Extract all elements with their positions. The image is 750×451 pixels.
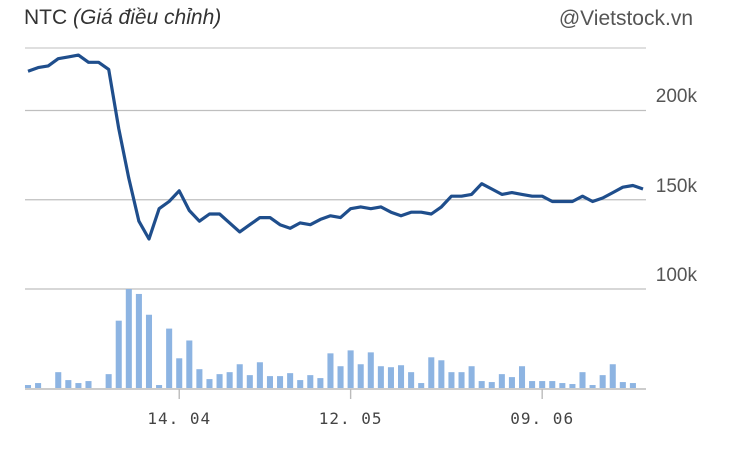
price-line: [27, 53, 644, 241]
chart-title: NTC (Giá điều chỉnh): [24, 6, 221, 30]
chart-title-symbol: NTC: [24, 6, 68, 29]
volume-bar: [287, 373, 294, 388]
volume-bar: [357, 364, 364, 388]
volume-bar: [277, 376, 284, 388]
volume-bar: [488, 382, 495, 388]
y-tick-label: 150k: [655, 175, 697, 197]
volume-bar: [599, 375, 606, 388]
volume-bar: [529, 381, 536, 388]
volume-bar: [236, 364, 243, 388]
volume-bar: [609, 364, 616, 388]
volume-bar: [448, 372, 455, 388]
volume-bar: [24, 385, 32, 388]
volume-bar: [256, 362, 263, 388]
y-tick-label: 100k: [655, 265, 697, 286]
volume-bar: [428, 357, 435, 388]
volume-bar: [398, 365, 405, 388]
volume-bar: [347, 350, 354, 388]
volume-bar: [518, 366, 526, 388]
volume-bar: [327, 353, 334, 388]
volume-bar: [156, 385, 163, 388]
volume-bar: [125, 289, 132, 388]
volume-bar: [569, 384, 576, 388]
volume-bar: [176, 358, 183, 388]
volume-bar: [85, 381, 92, 388]
volume-bar: [105, 374, 112, 388]
volume-bar: [408, 372, 415, 388]
volume-bar: [246, 375, 253, 388]
volume-bar: [166, 328, 173, 388]
volume-bar: [186, 340, 193, 388]
volume-bar: [589, 385, 596, 388]
x-tick-label: 12. 05: [318, 409, 383, 428]
volume-bar: [55, 372, 62, 388]
volume-bar: [135, 293, 142, 388]
volume-bar: [75, 383, 82, 388]
volume-bar: [629, 383, 636, 388]
volume-bar: [468, 366, 475, 388]
volume-bar: [478, 381, 485, 388]
y-tick-label: 200k: [655, 86, 697, 108]
x-tick-label: 09. 06: [510, 409, 575, 428]
volume-bar: [35, 383, 42, 388]
volume-bar: [216, 374, 223, 388]
x-tick-label: 14. 04: [147, 409, 212, 428]
volume-bar: [549, 381, 556, 388]
volume-bar: [317, 378, 324, 388]
volume-bar: [226, 372, 233, 388]
volume-bar: [418, 383, 425, 388]
volume-bar: [559, 383, 566, 388]
volume-bar: [387, 367, 394, 388]
volume-bar: [307, 375, 314, 388]
volume-bar: [65, 380, 72, 388]
volume-bar: [508, 377, 515, 388]
volume-bar: [206, 379, 213, 388]
volume-bar: [297, 380, 304, 388]
volume-bar: [458, 372, 465, 388]
chart-subtitle: (Giá điều chỉnh): [73, 6, 222, 29]
volume-bar: [619, 382, 626, 388]
volume-bar: [539, 381, 546, 388]
volume-bar: [498, 374, 505, 388]
volume-bar: [196, 369, 203, 388]
volume-bar: [438, 360, 445, 388]
volume-bar: [367, 352, 374, 388]
volume-bar: [145, 314, 153, 388]
source-watermark: @Vietstock.vn: [558, 7, 693, 30]
volume-bar: [266, 376, 273, 388]
volume-bar: [377, 366, 384, 388]
volume-bar: [337, 366, 344, 388]
volume-bar: [579, 372, 586, 388]
volume-bar: [115, 320, 122, 388]
